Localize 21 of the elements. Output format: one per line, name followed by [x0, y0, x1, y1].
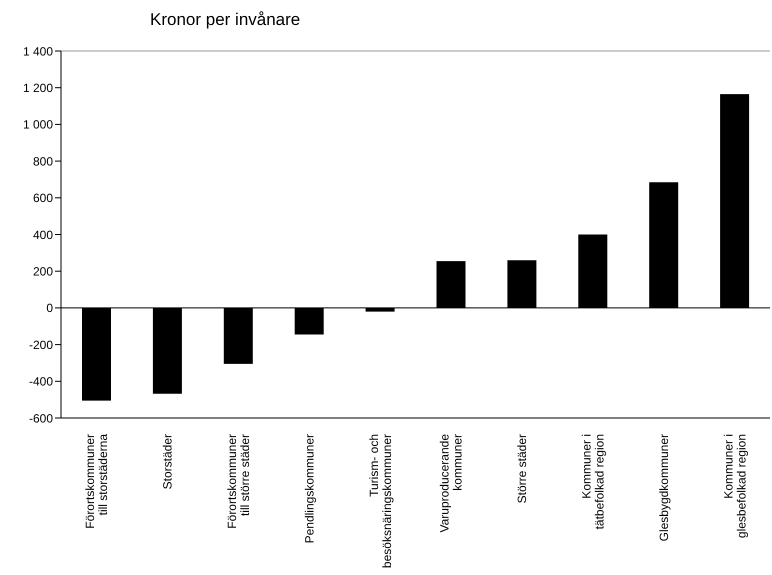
y-tick-label: 1 200 [22, 80, 54, 95]
x-tick-label: Förortskommuner till storstäderna [83, 434, 110, 529]
x-tick-label: Pendlingskommuner [302, 434, 316, 544]
y-tick-label: -200 [28, 338, 54, 352]
x-tick-label: Varuproducerande kommuner [438, 434, 465, 533]
y-tick-label: 200 [32, 264, 54, 278]
x-tick-label: Förortskommuner till större städer [224, 434, 252, 529]
y-tick-label: 800 [32, 154, 54, 168]
x-tick-label: Större städer [515, 434, 530, 504]
x-tick-label: Kommuner i glesbefolkad region [721, 434, 748, 538]
chart-title: Kronor per invånare [150, 10, 300, 30]
y-tick-label: -600 [28, 411, 54, 426]
x-tick-label: Kommuner i tätbefolkad region [579, 434, 606, 530]
x-tick-label: Storstäder [160, 434, 175, 490]
y-tick-label: 0 [46, 301, 54, 316]
y-tick-label: 400 [32, 228, 54, 242]
y-tick-label: 600 [32, 191, 54, 206]
y-tick-label: 1 000 [22, 118, 54, 132]
y-tick-label: 1 400 [22, 44, 54, 58]
x-tick-label: Glesbygdkommuner [656, 434, 671, 542]
y-tick-label: -400 [28, 374, 54, 389]
